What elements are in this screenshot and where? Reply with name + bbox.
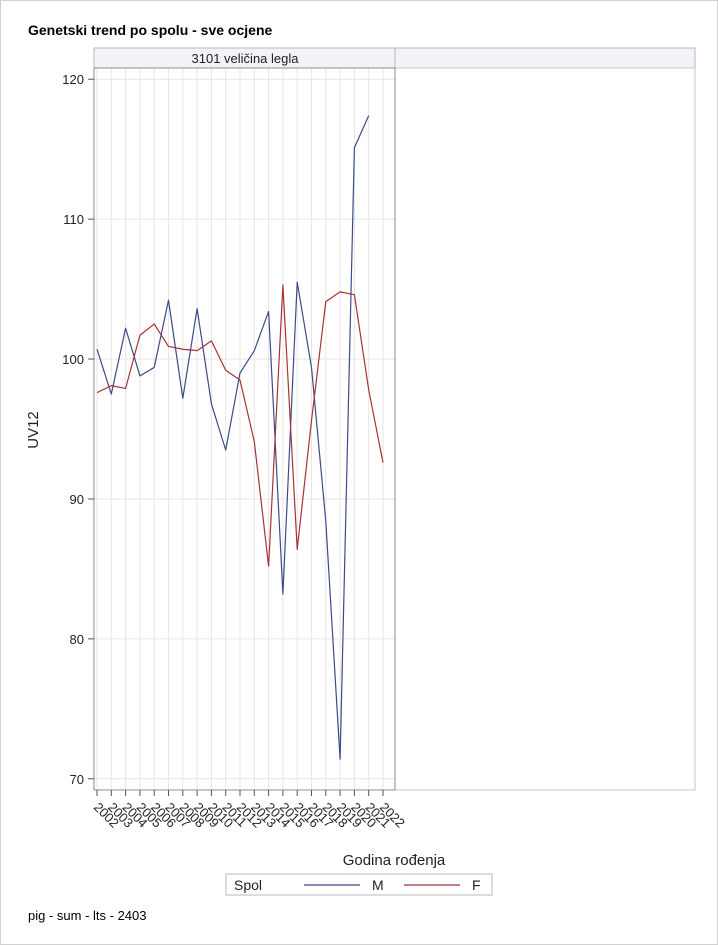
series-line-f — [96, 284, 384, 567]
y-tick-label: 120 — [62, 72, 84, 87]
plot-frame — [93, 67, 396, 791]
footer-note: pig - sum - lts - 2403 — [28, 908, 147, 923]
legend-label-m: M — [372, 877, 384, 893]
x-axis-title: Godina rođenja — [343, 852, 446, 869]
legend-label-f: F — [472, 877, 481, 893]
panel-label: 3101 veličina legla — [192, 51, 300, 66]
y-tick-label: 100 — [62, 352, 84, 367]
series-line-m — [96, 115, 370, 760]
y-tick-label: 70 — [70, 772, 84, 787]
panel-header-strip-empty — [394, 47, 696, 69]
series-layer — [96, 115, 384, 760]
legend-title: Spol — [234, 877, 262, 893]
empty-panel — [394, 67, 696, 791]
x-axis: 2002200320042005200620072008200920102011… — [91, 790, 408, 831]
chart-title: Genetski trend po spolu - sve ocjene — [28, 22, 273, 38]
y-tick-label: 80 — [70, 632, 84, 647]
y-tick-label: 90 — [70, 492, 84, 507]
y-tick-label: 110 — [63, 212, 84, 227]
grid-lines — [94, 68, 395, 790]
y-axis: 70 80 90 100 110 120 — [62, 72, 94, 787]
y-axis-title: UV12 — [25, 411, 42, 449]
